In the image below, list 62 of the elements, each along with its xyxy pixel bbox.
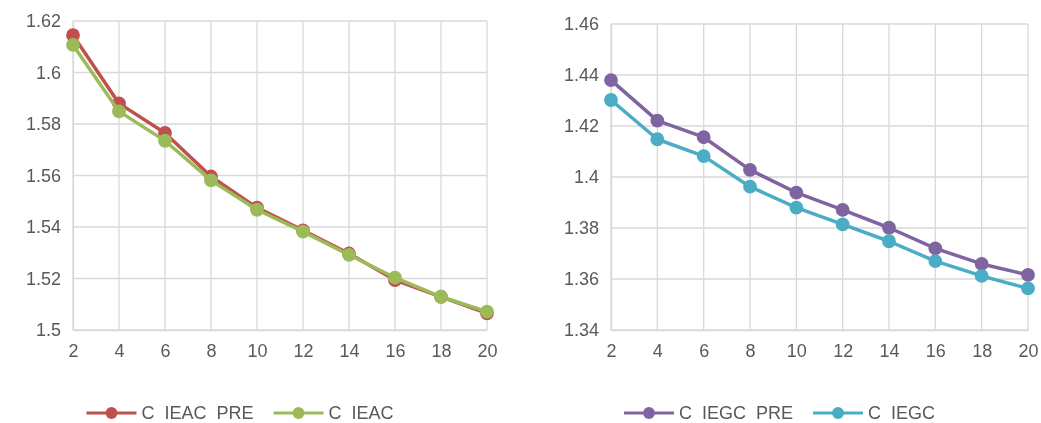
point bbox=[66, 38, 80, 52]
point bbox=[158, 133, 172, 148]
x-tick-label: 14 bbox=[879, 340, 900, 361]
legend-label: C IEAC bbox=[328, 403, 394, 423]
x-tick-label: 6 bbox=[699, 340, 710, 361]
y-tick-label: 1.56 bbox=[25, 165, 61, 186]
point bbox=[1021, 268, 1035, 282]
y-tick-label: 1.36 bbox=[563, 269, 599, 290]
point bbox=[650, 132, 665, 147]
y-tick-label: 1.46 bbox=[563, 14, 599, 35]
x-tick-label: 16 bbox=[385, 340, 406, 361]
x-tick-label: 4 bbox=[114, 340, 125, 361]
point bbox=[112, 104, 126, 119]
legend-label: C IEGC PRE bbox=[678, 403, 794, 423]
y-tick-label: 1.34 bbox=[563, 320, 599, 341]
x-tick-label: 2 bbox=[68, 340, 79, 361]
y-tick-label: 1.38 bbox=[563, 218, 599, 239]
x-tick-label: 8 bbox=[206, 340, 217, 361]
y-tick-label: 1.42 bbox=[563, 116, 599, 137]
point bbox=[928, 241, 943, 256]
y-tick-label: 1.52 bbox=[25, 268, 61, 289]
point bbox=[204, 173, 218, 188]
y-tick-label: 1.5 bbox=[35, 320, 61, 341]
point bbox=[743, 179, 757, 194]
point bbox=[604, 93, 618, 107]
y-tick-label: 1.44 bbox=[563, 65, 599, 86]
x-tick-label: 14 bbox=[339, 340, 360, 361]
point bbox=[743, 162, 757, 177]
x-tick-label: 20 bbox=[1018, 340, 1039, 361]
y-tick-label: 1.6 bbox=[35, 62, 61, 83]
y-tick-label: 1.54 bbox=[25, 217, 61, 238]
point bbox=[835, 217, 850, 232]
point bbox=[928, 254, 943, 269]
legend-label: C IEGC bbox=[868, 403, 936, 423]
x-tick-label: 4 bbox=[652, 340, 663, 361]
y-tick-label: 1.4 bbox=[573, 167, 599, 188]
point bbox=[789, 185, 804, 200]
point bbox=[1021, 281, 1035, 296]
x-tick-label: 12 bbox=[833, 340, 854, 361]
x-tick-label: 12 bbox=[293, 340, 314, 361]
x-tick-label: 18 bbox=[431, 340, 452, 361]
point bbox=[835, 203, 850, 217]
point bbox=[789, 200, 804, 215]
x-tick-label: 2 bbox=[606, 340, 617, 361]
x-tick-label: 8 bbox=[745, 340, 756, 361]
point bbox=[974, 269, 989, 283]
x-tick-label: 20 bbox=[477, 340, 498, 361]
x-tick-label: 10 bbox=[247, 340, 268, 361]
legend-label: C IEAC PRE bbox=[141, 403, 254, 423]
point bbox=[696, 149, 711, 163]
point bbox=[882, 220, 896, 235]
y-tick-label: 1.62 bbox=[25, 11, 61, 32]
point bbox=[604, 73, 618, 87]
x-tick-label: 6 bbox=[160, 340, 171, 361]
x-tick-label: 16 bbox=[925, 340, 946, 361]
y-tick-label: 1.58 bbox=[25, 114, 61, 135]
point bbox=[650, 113, 665, 128]
point bbox=[882, 234, 896, 249]
point bbox=[974, 257, 989, 271]
point bbox=[696, 130, 711, 145]
x-tick-label: 10 bbox=[786, 340, 807, 361]
x-tick-label: 18 bbox=[972, 340, 993, 361]
